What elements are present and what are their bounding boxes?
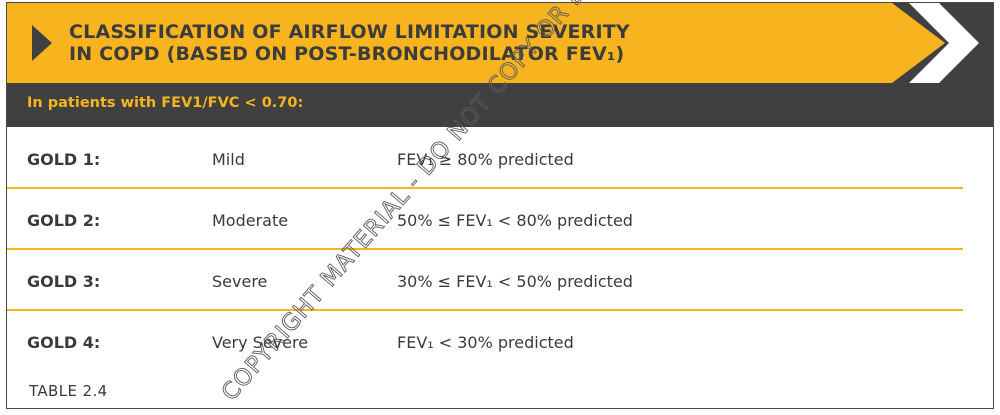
banner-title-line2: IN COPD (BASED ON POST-BRONCHODILATOR FE… (69, 43, 625, 65)
title-banner-yellow (7, 3, 945, 83)
criteria-label: FEV₁ < 30% predicted (397, 333, 574, 352)
criteria-label: 30% ≤ FEV₁ < 50% predicted (397, 272, 633, 291)
row-divider (7, 187, 963, 189)
severity-label: Severe (212, 272, 268, 291)
row-divider (7, 248, 963, 250)
table-row: GOLD 2: Moderate 50% ≤ FEV₁ < 80% predic… (7, 189, 993, 250)
severity-label: Moderate (212, 211, 289, 230)
table-caption: TABLE 2.4 (29, 382, 108, 400)
criteria-label: FEV₁ ≥ 80% predicted (397, 150, 574, 169)
severity-label: Very Severe (212, 333, 309, 352)
severity-label: Mild (212, 150, 245, 169)
banner-title: CLASSIFICATION OF AIRFLOW LIMITATION SEV… (69, 21, 869, 65)
table-row: GOLD 3: Severe 30% ≤ FEV₁ < 50% predicte… (7, 250, 993, 311)
banner-title-line1: CLASSIFICATION OF AIRFLOW LIMITATION SEV… (69, 21, 630, 43)
grade-label: GOLD 2: (27, 211, 101, 230)
subheader-text: In patients with FEV1/FVC < 0.70: (27, 95, 304, 111)
criteria-subheader: In patients with FEV1/FVC < 0.70: (7, 83, 993, 127)
row-divider (7, 309, 963, 311)
grade-label: GOLD 1: (27, 150, 101, 169)
table-row: GOLD 4: Very Severe FEV₁ < 30% predicted (7, 311, 993, 372)
gold-classification-table: CLASSIFICATION OF AIRFLOW LIMITATION SEV… (6, 2, 994, 409)
table-row: GOLD 1: Mild FEV₁ ≥ 80% predicted (7, 128, 993, 189)
play-triangle-icon (32, 25, 52, 61)
criteria-label: 50% ≤ FEV₁ < 80% predicted (397, 211, 633, 230)
chevron-right-icon (909, 3, 979, 83)
grade-label: GOLD 4: (27, 333, 101, 352)
title-banner: CLASSIFICATION OF AIRFLOW LIMITATION SEV… (7, 3, 993, 83)
grade-label: GOLD 3: (27, 272, 101, 291)
